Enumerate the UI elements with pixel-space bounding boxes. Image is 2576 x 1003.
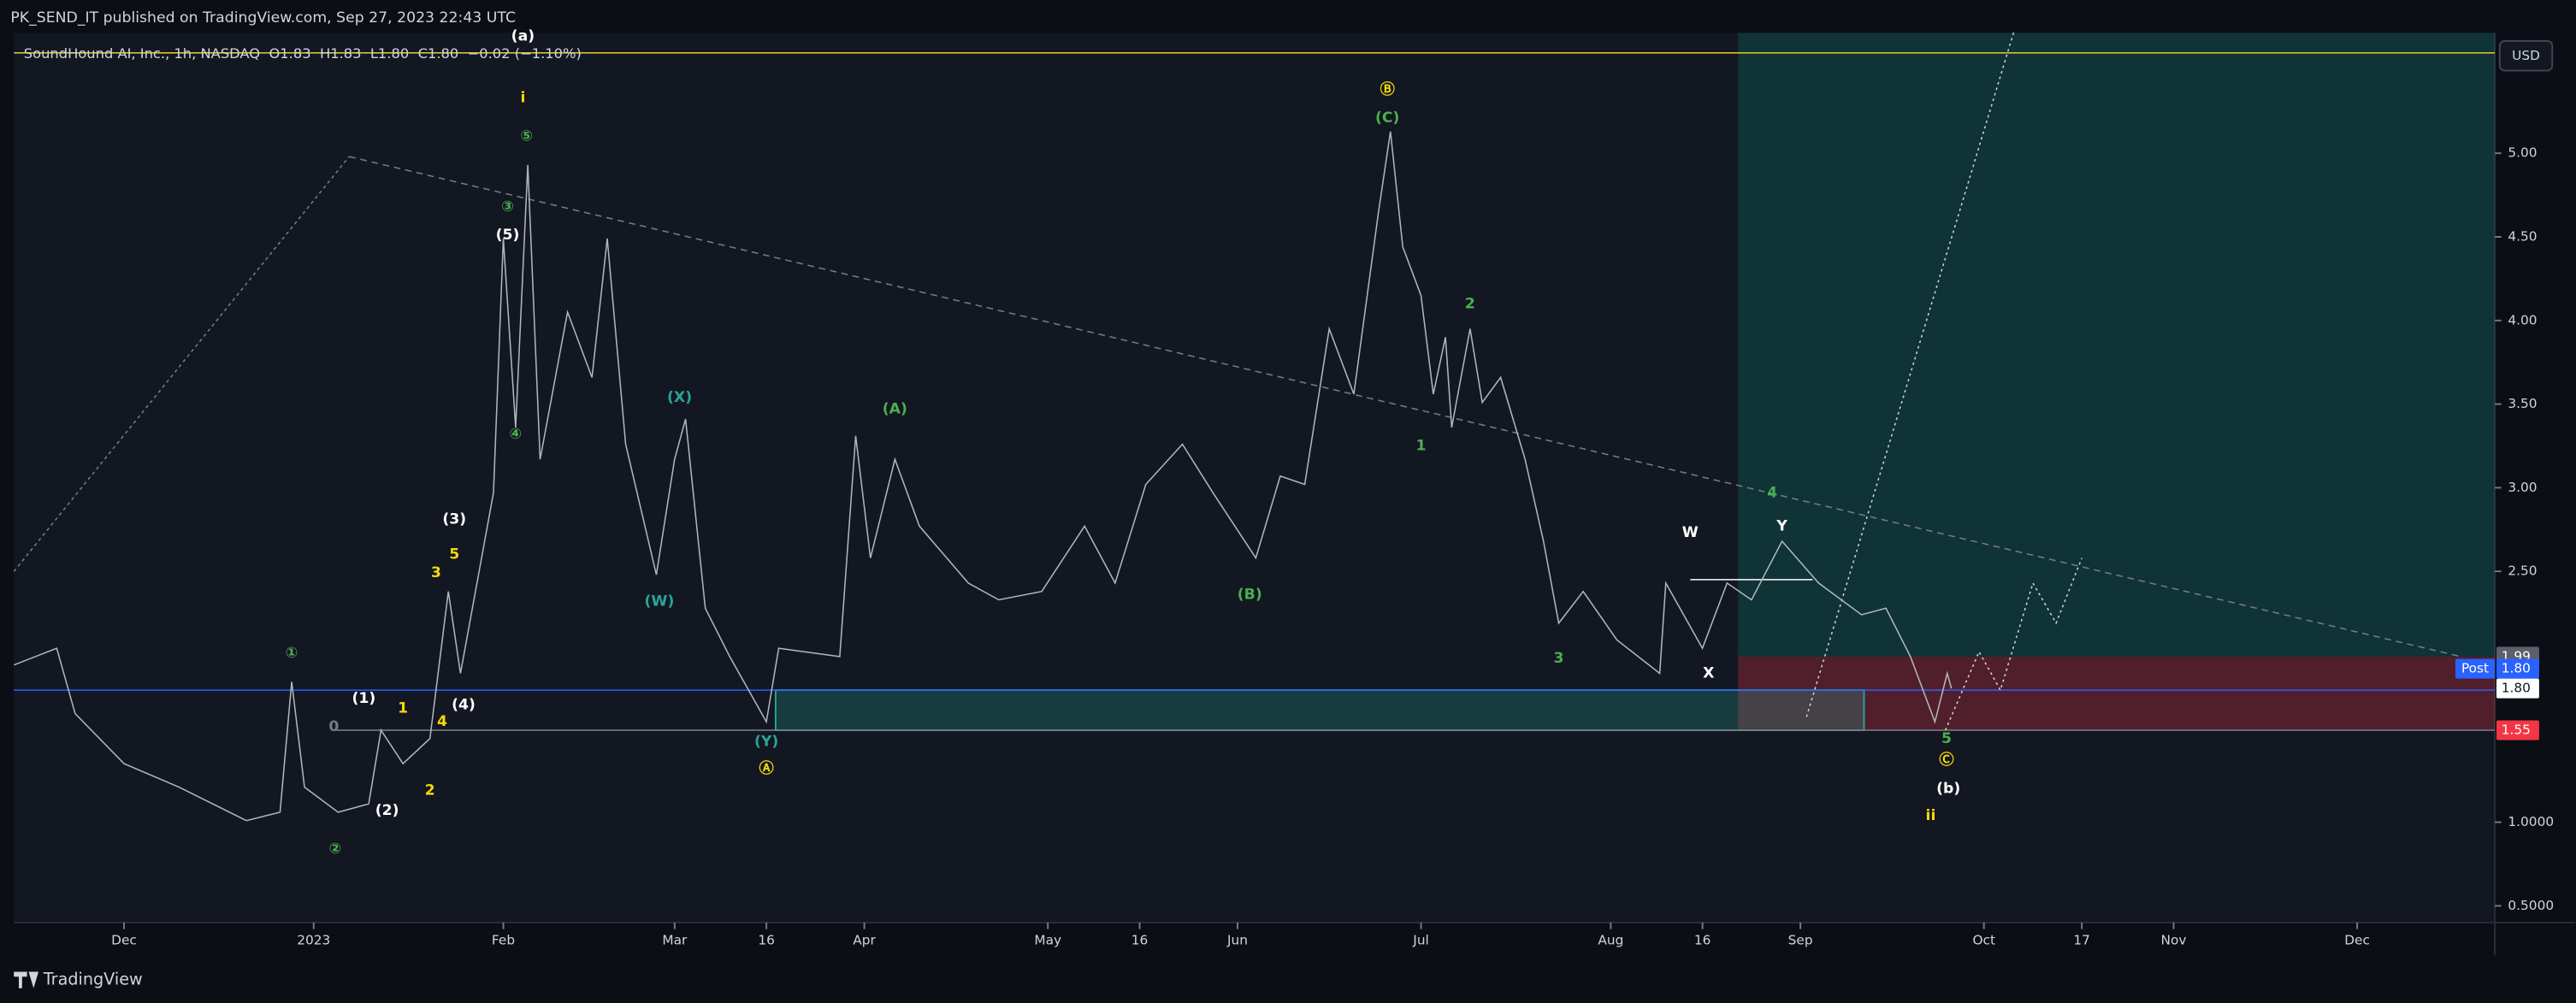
wave-label: (B) bbox=[1238, 587, 1262, 604]
x-tick-label: 2023 bbox=[297, 933, 330, 948]
wave-label: 3 bbox=[1554, 650, 1564, 667]
wave-label: W bbox=[1682, 524, 1699, 541]
wave-label: (4) bbox=[452, 697, 476, 714]
wave-label: (b) bbox=[1936, 780, 1960, 797]
price-tag bbox=[2496, 678, 2539, 699]
y-tick-label: 3.50 bbox=[2508, 396, 2537, 411]
price-line bbox=[13, 131, 1953, 822]
x-tick-label: Sep bbox=[1788, 933, 1813, 948]
y-tick-label: 0.5000 bbox=[2508, 898, 2554, 913]
y-tick-label: 5.00 bbox=[2508, 145, 2537, 161]
wave-label: (5) bbox=[496, 227, 520, 244]
x-tick-label: Aug bbox=[1598, 933, 1623, 948]
wave-label: ⑤ bbox=[520, 128, 533, 145]
price-tag-prefix: Post bbox=[2461, 661, 2489, 676]
wave-label: ④ bbox=[510, 426, 523, 443]
publisher: PK_SEND_IT published on TradingView.com,… bbox=[10, 9, 516, 27]
wave-label: 1 bbox=[398, 700, 408, 717]
wave-label: (2) bbox=[375, 802, 399, 819]
x-tick-label: Mar bbox=[662, 933, 688, 948]
x-tick-label: Apr bbox=[853, 933, 876, 948]
wave-label: 2 bbox=[1465, 295, 1475, 312]
wave-label: ii bbox=[1926, 807, 1936, 824]
x-tick-label: Dec bbox=[111, 933, 137, 948]
wave-label: 2 bbox=[425, 782, 435, 799]
x-tick-label: 16 bbox=[1131, 933, 1149, 948]
legend: SoundHound AI, Inc., 1h, NASDAQ O1.83 H1… bbox=[24, 45, 582, 62]
wave-label: i bbox=[520, 90, 525, 107]
wave-label: Y bbox=[1775, 517, 1787, 534]
price-tag-label: 1.55 bbox=[2502, 723, 2531, 738]
wave-label: ① bbox=[286, 645, 298, 662]
x-tick-label: Jul bbox=[1412, 933, 1429, 948]
wave-label: 4 bbox=[437, 713, 447, 730]
plot: (a)i⑤③(5)④(3)53(4)41(1)2(2)②①0(X)(W)(Y)Ⓐ… bbox=[13, 27, 2496, 858]
drawing-line bbox=[349, 156, 2461, 658]
wave-label: X bbox=[1703, 665, 1714, 682]
wave-label: (a) bbox=[511, 27, 535, 44]
price-tag bbox=[2496, 720, 2539, 740]
wave-label: (X) bbox=[667, 389, 692, 406]
wave-label: (W) bbox=[645, 593, 675, 610]
currency: USD bbox=[2512, 48, 2540, 63]
x-tick-label: Dec bbox=[2344, 933, 2370, 948]
x-tick-label: 16 bbox=[1694, 933, 1711, 948]
wave-label: (3) bbox=[442, 511, 466, 528]
wave-label: Ⓑ bbox=[1380, 80, 1396, 98]
price-tag bbox=[2496, 658, 2539, 679]
wave-label: ③ bbox=[501, 198, 514, 215]
wave-label: (C) bbox=[1375, 109, 1399, 127]
x-tick-label: Feb bbox=[492, 933, 515, 948]
wave-label: 5 bbox=[1941, 730, 1952, 747]
drawing-line bbox=[1944, 558, 2083, 731]
wave-label: 0 bbox=[328, 718, 339, 735]
drawing-line bbox=[1805, 29, 2016, 717]
y-tick-label: 1.0000 bbox=[2508, 814, 2554, 829]
y-tick-label: 2.50 bbox=[2508, 563, 2537, 579]
wave-label: (Y) bbox=[754, 734, 778, 751]
price-tag-prefix-box bbox=[2455, 658, 2496, 679]
x-tick-label: Nov bbox=[2161, 933, 2187, 948]
wave-label: Ⓒ bbox=[1939, 751, 1954, 769]
zone bbox=[774, 689, 1865, 731]
x-tick-label: Jun bbox=[1226, 933, 1248, 948]
wave-label: 4 bbox=[1767, 484, 1777, 501]
price-tag-label: 1.80 bbox=[2502, 661, 2531, 676]
x-tick-label: Oct bbox=[1972, 933, 1995, 948]
wave-label: (A) bbox=[883, 400, 907, 417]
x-tick-label: 17 bbox=[2073, 933, 2090, 948]
logo-icon bbox=[14, 971, 39, 988]
wave-label: 1 bbox=[1416, 438, 1427, 455]
y-tick-label: 4.50 bbox=[2508, 229, 2537, 245]
y-tick-label: 4.00 bbox=[2508, 312, 2537, 327]
plot-area bbox=[14, 32, 2496, 923]
brand: TradingView bbox=[43, 970, 143, 989]
price-tag-label: 1.80 bbox=[2502, 681, 2531, 696]
wave-label: 5 bbox=[449, 546, 459, 563]
x-tick-label: May bbox=[1034, 933, 1061, 948]
wave-label: 3 bbox=[431, 564, 441, 581]
zone bbox=[1738, 32, 2496, 657]
wave-label: ② bbox=[328, 841, 341, 858]
y-tick-label: 3.00 bbox=[2508, 480, 2537, 495]
currency-box[interactable] bbox=[2498, 40, 2554, 72]
x-tick-label: 16 bbox=[758, 933, 775, 948]
wave-label: Ⓐ bbox=[759, 759, 775, 777]
wave-label: (1) bbox=[352, 690, 376, 707]
